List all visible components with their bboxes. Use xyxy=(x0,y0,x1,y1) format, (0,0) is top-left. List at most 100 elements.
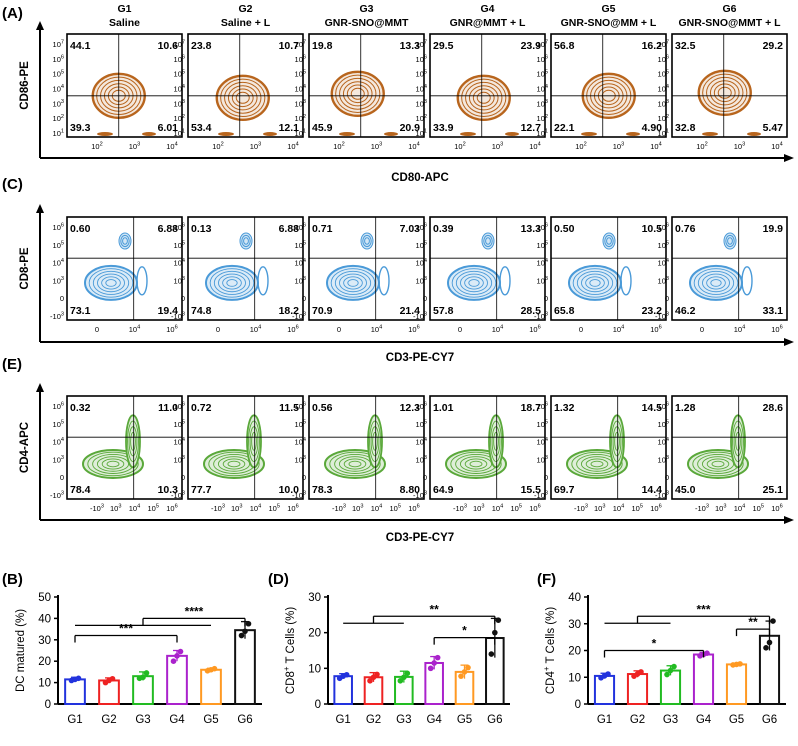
quadrant-ll: 22.1 xyxy=(554,122,575,134)
group-name: Saline + L xyxy=(221,17,271,29)
tick-label: 105 xyxy=(658,240,669,249)
data-point xyxy=(170,658,177,664)
tick-label: 104 xyxy=(537,84,548,93)
contour-ring xyxy=(730,414,746,469)
group-id: G6 xyxy=(722,3,736,15)
contour-ring xyxy=(493,432,499,451)
flow-plot: 0.60 6.88 73.1 19.4 106 105 104 103 0 -103 0 104 106 xyxy=(50,216,183,334)
tick-label: 0 xyxy=(216,325,220,334)
tick-label: 102 xyxy=(174,114,185,123)
quadrant-ul: 0.60 xyxy=(70,223,91,235)
flow-plot: 1.28 28.6 45.0 25.1 106 105 104 103 0 -103 -103 103… xyxy=(655,395,788,513)
contour-ring xyxy=(461,78,507,118)
contour-edge xyxy=(702,132,718,136)
contour-ring xyxy=(120,234,130,248)
flow-plot: 56.8 16.2 22.1 4.90 107 106 105 104 103 102 101 102… xyxy=(537,33,667,151)
quadrant-lr: 14.4 xyxy=(642,484,663,496)
tick-label: 104 xyxy=(734,325,745,334)
contour-ring xyxy=(372,432,378,451)
tick-label: 102 xyxy=(537,114,548,123)
contour-ring xyxy=(130,432,136,451)
tick-label: 103 xyxy=(594,504,605,513)
contour-edge xyxy=(581,132,597,136)
panel-letter: (B) xyxy=(2,571,23,588)
tick-label: 106 xyxy=(53,402,64,411)
tick-label: 106 xyxy=(416,223,427,232)
contour-ring xyxy=(222,276,242,290)
tick-label: 101 xyxy=(53,129,64,138)
tick-label: 104 xyxy=(295,437,306,446)
panel-letter: (D) xyxy=(268,571,289,588)
tick-label: 106 xyxy=(174,54,185,63)
tick-label: 104 xyxy=(529,142,540,151)
tick-label: 103 xyxy=(295,276,306,285)
data-point xyxy=(671,663,677,670)
tick-label: 0 xyxy=(579,325,583,334)
y-arrow-head xyxy=(36,204,44,213)
tick-label: 105 xyxy=(53,240,64,249)
tick-label: 105 xyxy=(174,419,185,428)
data-point xyxy=(238,632,245,639)
quadrant-ul: 0.76 xyxy=(675,223,696,235)
tick-label: 102 xyxy=(212,142,223,151)
tick-label: 106 xyxy=(287,504,298,513)
bar xyxy=(333,675,353,705)
quadrant-ll: 78.4 xyxy=(70,484,91,496)
tick-label: 0 xyxy=(302,473,306,482)
tick-label: -103 xyxy=(171,312,185,321)
data-point xyxy=(343,671,350,678)
bar xyxy=(725,663,748,705)
flow-plot: 0.50 10.5 65.8 23.2 106 105 104 103 0 -103 0 104 106 xyxy=(534,216,667,334)
tick-label: 105 xyxy=(632,504,643,513)
tick-label: 101 xyxy=(537,129,548,138)
flow-plot: 0.76 19.9 46.2 33.1 106 105 104 103 0 -103 0 104 106 xyxy=(655,216,788,334)
tick-label: -103 xyxy=(413,491,427,500)
tick-label: 103 xyxy=(537,276,548,285)
x-tick-label: G3 xyxy=(663,714,678,726)
tick-label: 104 xyxy=(658,258,669,267)
tick-label: -103 xyxy=(534,312,548,321)
tick-label: 104 xyxy=(416,437,427,446)
tick-label: 102 xyxy=(295,114,306,123)
tick-label: 106 xyxy=(658,402,669,411)
tick-label: 104 xyxy=(53,84,64,93)
tick-label: 103 xyxy=(53,455,64,464)
group-id: G5 xyxy=(601,3,615,15)
tick-label: 102 xyxy=(454,142,465,151)
quadrant-lr: 33.1 xyxy=(763,305,784,317)
contour-ring xyxy=(334,270,372,295)
tick-label: 106 xyxy=(174,402,185,411)
tick-label: 106 xyxy=(529,504,540,513)
contour-ring xyxy=(741,266,753,296)
panel-letter: (A) xyxy=(2,5,23,22)
quadrant-ul: 0.50 xyxy=(554,223,575,235)
data-point xyxy=(766,639,773,646)
tick-label: 101 xyxy=(295,129,306,138)
quadrant-ur: 13.3 xyxy=(521,223,542,235)
tick-label: 106 xyxy=(650,325,661,334)
y-tick-label: 20 xyxy=(308,628,321,640)
tick-label: 106 xyxy=(53,223,64,232)
contour-edge xyxy=(384,132,398,136)
x-arrow-head xyxy=(784,338,794,346)
contour-ring xyxy=(347,279,359,287)
tick-label: 104 xyxy=(287,142,298,151)
contour-ring xyxy=(249,426,259,457)
tick-label: 105 xyxy=(295,419,306,428)
contour-ring xyxy=(706,276,726,290)
contour-ring xyxy=(329,451,381,477)
tick-label: 105 xyxy=(511,504,522,513)
bar-chart-0: (B) 0 10 20 30 40 50 DC matured (%) G1 G2 G3 G4 G5 G6… xyxy=(2,571,262,726)
panel-letter: (F) xyxy=(537,571,556,588)
x-tick-label: G5 xyxy=(457,714,472,726)
quadrant-ll: 33.9 xyxy=(433,122,454,134)
quadrant-ur: 13.3 xyxy=(400,40,421,52)
tick-label: 106 xyxy=(53,54,64,63)
tick-label: 105 xyxy=(174,69,185,78)
contour-edge xyxy=(505,132,519,136)
tick-label: 104 xyxy=(174,84,185,93)
tick-label: 0 xyxy=(665,473,669,482)
quadrant-ur: 18.7 xyxy=(521,402,542,414)
tick-label: 103 xyxy=(537,99,548,108)
